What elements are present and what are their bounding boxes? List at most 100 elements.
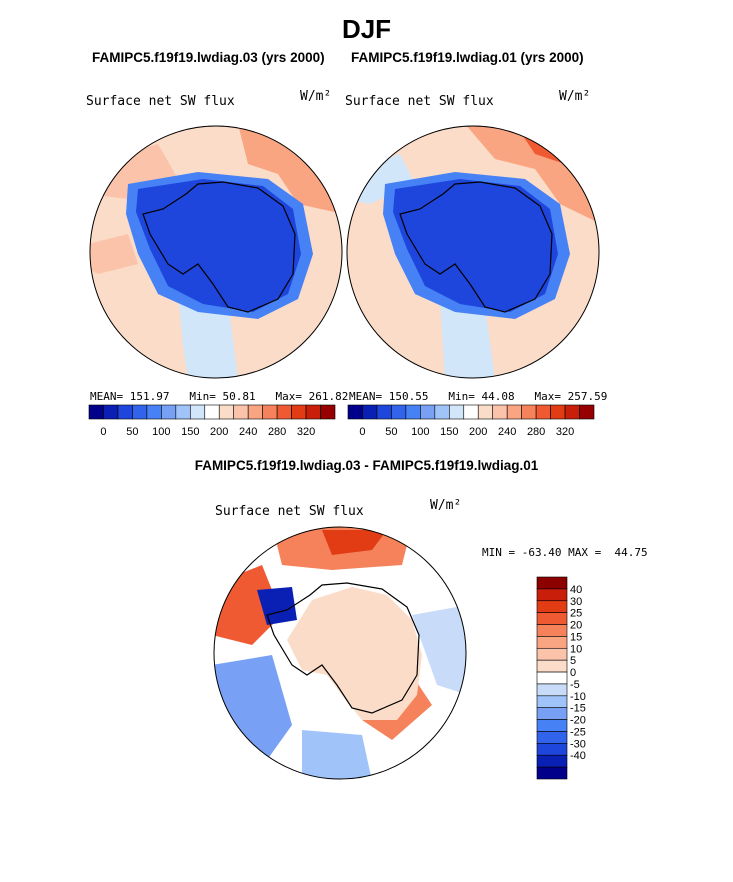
difference-title: FAMIPC5.f19f19.lwdiag.03 - FAMIPC5.f19f1…: [194, 458, 539, 473]
colorbar-tick-label: 10: [570, 643, 582, 655]
colorbar-cell: [536, 659, 568, 673]
antarctica-coastline: [399, 181, 553, 313]
left-stats: MEAN= 151.97 Min= 50.81 Max= 261.82: [90, 390, 348, 403]
colorbar-tick-label: 280: [268, 426, 286, 438]
colorbar-cell: [376, 404, 392, 420]
diff-min-value: -63.40: [521, 546, 562, 559]
colorbar-tick-label: 200: [469, 426, 487, 438]
mean-value: 150.55: [388, 390, 429, 403]
colorbar-tick-label: 50: [126, 426, 138, 438]
colorbar-tick-label: 25: [570, 608, 582, 620]
colorbar-cell: [536, 636, 568, 649]
colorbar-tick-label: 200: [210, 426, 228, 438]
colorbar-cell: [463, 404, 479, 420]
colorbar-cell: [347, 404, 363, 420]
colorbar-cell: [276, 404, 292, 420]
right-case-title: FAMIPC5.f19f19.lwdiag.01 (yrs 2000): [351, 50, 584, 65]
right-stats: MEAN= 150.55 Min= 44.08 Max= 257.59: [349, 390, 607, 403]
colorbar-cell: [362, 404, 378, 420]
colorbar-cell: [405, 404, 421, 420]
colorbar-cell: [536, 754, 568, 768]
colorbar-cell: [536, 743, 568, 756]
colorbar-cell: [291, 404, 307, 420]
continent-anomaly: [287, 587, 422, 720]
colorbar-cell: [233, 404, 249, 420]
colorbar-cell: [161, 404, 177, 420]
colorbar-tick-label: 100: [411, 426, 429, 438]
mean-label: MEAN=: [349, 390, 383, 403]
colorbar-cell: [247, 404, 263, 420]
antarctic-continent-fill: [393, 179, 558, 312]
colorbar-cell: [175, 404, 191, 420]
colorbar-tick-label: 150: [440, 426, 458, 438]
cool-region: [178, 294, 238, 378]
colorbar-cell: [550, 404, 566, 420]
colorbar-tick-label: 0: [100, 426, 106, 438]
colorbar-cell: [536, 731, 568, 744]
min-label: Min=: [189, 390, 216, 403]
plot-main-title: DJF: [341, 14, 392, 44]
colorbar-tick-label: -5: [570, 679, 580, 691]
max-value: 257.59: [567, 390, 608, 403]
right-variable-label: Surface net SW flux: [345, 94, 494, 109]
colorbar-tick-label: 5: [570, 655, 576, 667]
colorbar-tick-label: -40: [570, 750, 586, 762]
colorbar-tick-label: -15: [570, 703, 586, 715]
diff-min-label: MIN =: [482, 546, 516, 559]
left-colorbar: 0 50 100 150 200 240 280 320: [88, 404, 336, 438]
max-label: Max=: [275, 390, 303, 403]
min-value: 50.81: [222, 390, 256, 403]
colorbar-tick-label: -10: [570, 691, 586, 703]
colorbar-tick-label: 280: [527, 426, 545, 438]
colorbar-tick-label: 100: [152, 426, 170, 438]
colorbar-cell: [536, 707, 568, 720]
antarctica-coastline: [142, 181, 296, 313]
colorbar-tick-label: 40: [570, 584, 582, 596]
colorbar-cell: [477, 404, 494, 420]
cool-anomaly: [412, 605, 466, 695]
colorbar-cell: [146, 404, 162, 420]
difference-units-label: W/m²: [430, 498, 462, 513]
diff-max-value: 44.75: [614, 546, 648, 559]
difference-polar-map: [213, 526, 467, 780]
colorbar-tick-label: 320: [297, 426, 315, 438]
colorbar-cell: [204, 404, 220, 420]
colorbar-cell: [536, 612, 568, 625]
colorbar-cell: [536, 588, 568, 602]
colorbar-tick-label: 0: [570, 667, 576, 679]
left-polar-map: [89, 125, 343, 379]
colorbar-cell: [506, 404, 522, 420]
diff-max-label: MAX =: [568, 546, 602, 559]
colorbar-cell: [536, 600, 568, 613]
colorbar-cell: [579, 404, 595, 420]
colorbar-cell: [448, 404, 465, 420]
colorbar-cell: [521, 404, 537, 420]
colorbar-cell: [391, 404, 407, 420]
cool-region: [440, 299, 495, 378]
colorbar-tick-label: -30: [570, 738, 586, 750]
max-value: 261.82: [308, 390, 349, 403]
min-label: Min=: [448, 390, 475, 403]
max-label: Max=: [534, 390, 562, 403]
antarctic-continent-fill: [136, 179, 301, 312]
colorbar-cell: [117, 404, 133, 420]
left-case-title: FAMIPC5.f19f19.lwdiag.03 (yrs 2000): [92, 50, 325, 65]
difference-minmax: MIN = -63.40 MAX = 44.75: [482, 546, 648, 559]
colorbar-cell: [536, 683, 568, 697]
colorbar-cell: [262, 404, 278, 420]
colorbar-cell: [536, 671, 568, 685]
right-colorbar: 0 50 100 150 200 240 280 320: [347, 404, 595, 438]
colorbar-cell: [536, 695, 568, 709]
colorbar-tick-label: 150: [181, 426, 199, 438]
mean-label: MEAN=: [90, 390, 124, 403]
difference-variable-label: Surface net SW flux: [215, 504, 364, 519]
colorbar-cell: [420, 404, 436, 420]
warm-anomaly: [322, 530, 387, 555]
colorbar-cell: [88, 404, 104, 420]
colorbar-cell: [132, 404, 148, 420]
colorbar-cell: [305, 404, 321, 420]
colorbar-tick-label: 30: [570, 596, 582, 608]
colorbar-cell: [536, 719, 568, 732]
colorbar-cell: [536, 766, 568, 780]
